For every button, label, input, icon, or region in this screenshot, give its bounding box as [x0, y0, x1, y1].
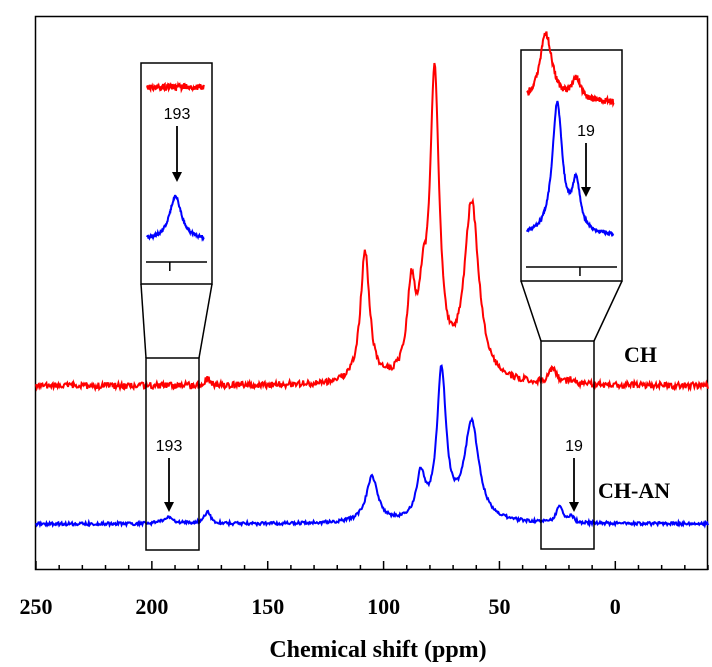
annotation-arrowhead: [581, 187, 591, 197]
inset-panels: [140, 31, 623, 285]
x-tick-label: 50: [488, 594, 510, 619]
plot-frame: [34, 15, 709, 571]
peak-annotation-19: 19: [577, 123, 595, 140]
x-axis-tick-labels: 250 200 150 100 50 0: [20, 594, 621, 619]
spectrum-line-ch-an: [35, 364, 709, 529]
zoom-box: [145, 357, 200, 551]
annotation-arrowhead: [164, 502, 174, 512]
x-tick-label: 0: [610, 594, 621, 619]
zoom-regions: [140, 280, 623, 551]
zoom-connector: [593, 280, 623, 342]
inset-spectrum-ch: [146, 80, 205, 94]
peak-annotation-193: 193: [164, 106, 191, 123]
peak-annotation-19: 19: [565, 438, 583, 455]
annotation-arrowhead: [172, 172, 182, 182]
zoom-connector: [198, 283, 213, 359]
series-label-ch-an: CH-AN: [598, 478, 670, 503]
spectra: [35, 62, 709, 529]
x-tick-label: 150: [251, 594, 284, 619]
annotations: 193 19 193 19: [156, 106, 595, 512]
zoom-connector: [140, 283, 147, 359]
x-tick-label: 100: [367, 594, 400, 619]
x-tick-label: 200: [135, 594, 168, 619]
inset-spectrum-ch-an: [526, 100, 615, 238]
x-axis-title: Chemical shift (ppm): [269, 637, 486, 663]
inset-frame-right: [520, 49, 623, 282]
x-axis-ticks: [35, 561, 709, 570]
inset-spectrum-ch: [526, 31, 615, 108]
inset-spectrum-ch-an: [146, 194, 205, 242]
series-label-ch: CH: [624, 342, 657, 367]
spectrum-line-ch: [35, 62, 709, 393]
peak-annotation-193: 193: [156, 438, 183, 455]
annotation-arrowhead: [569, 502, 579, 512]
zoom-box: [540, 340, 595, 550]
zoom-connector: [520, 280, 542, 342]
x-tick-label: 250: [20, 594, 53, 619]
